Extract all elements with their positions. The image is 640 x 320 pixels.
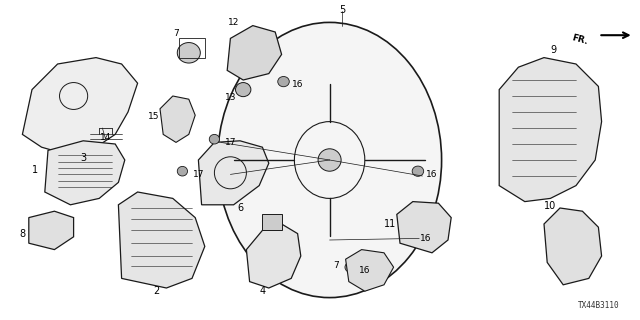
Text: 16: 16 (292, 80, 303, 89)
Text: 3: 3 (80, 153, 86, 164)
Polygon shape (227, 26, 282, 80)
Ellipse shape (278, 76, 289, 87)
Polygon shape (499, 58, 602, 202)
Text: 16: 16 (359, 266, 371, 275)
Text: 16: 16 (420, 234, 431, 243)
Text: FR.: FR. (570, 34, 589, 46)
Text: 17: 17 (225, 138, 236, 147)
Polygon shape (118, 192, 205, 288)
Polygon shape (29, 211, 74, 250)
Text: 1: 1 (32, 164, 38, 175)
Text: 16: 16 (426, 170, 438, 179)
Ellipse shape (412, 166, 424, 176)
Ellipse shape (345, 262, 356, 272)
Ellipse shape (177, 43, 200, 63)
Text: 4: 4 (259, 286, 266, 296)
Polygon shape (397, 202, 451, 253)
Ellipse shape (236, 83, 251, 97)
Polygon shape (544, 208, 602, 285)
Polygon shape (198, 141, 269, 205)
Text: 6: 6 (237, 203, 243, 213)
Text: TX44B3110: TX44B3110 (577, 301, 620, 310)
Text: 14: 14 (100, 133, 111, 142)
Bar (179, 38, 205, 58)
Text: 9: 9 (550, 44, 557, 55)
Polygon shape (160, 96, 195, 142)
Text: 7: 7 (173, 29, 179, 38)
Ellipse shape (177, 166, 188, 176)
Polygon shape (45, 141, 125, 205)
Polygon shape (22, 58, 138, 154)
Ellipse shape (218, 22, 442, 298)
Text: 17: 17 (193, 170, 204, 179)
Ellipse shape (406, 230, 417, 240)
Text: 8: 8 (19, 228, 26, 239)
Text: 2: 2 (154, 286, 160, 296)
Polygon shape (246, 224, 301, 288)
Text: 5: 5 (339, 4, 346, 15)
Text: 11: 11 (384, 219, 397, 229)
Ellipse shape (318, 149, 341, 171)
Text: 7: 7 (333, 261, 339, 270)
Text: 15: 15 (148, 112, 159, 121)
Text: 12: 12 (228, 18, 239, 27)
Text: 10: 10 (544, 201, 557, 212)
Bar (262, 214, 282, 230)
Ellipse shape (209, 134, 220, 144)
Polygon shape (346, 250, 394, 291)
Text: 13: 13 (225, 93, 236, 102)
